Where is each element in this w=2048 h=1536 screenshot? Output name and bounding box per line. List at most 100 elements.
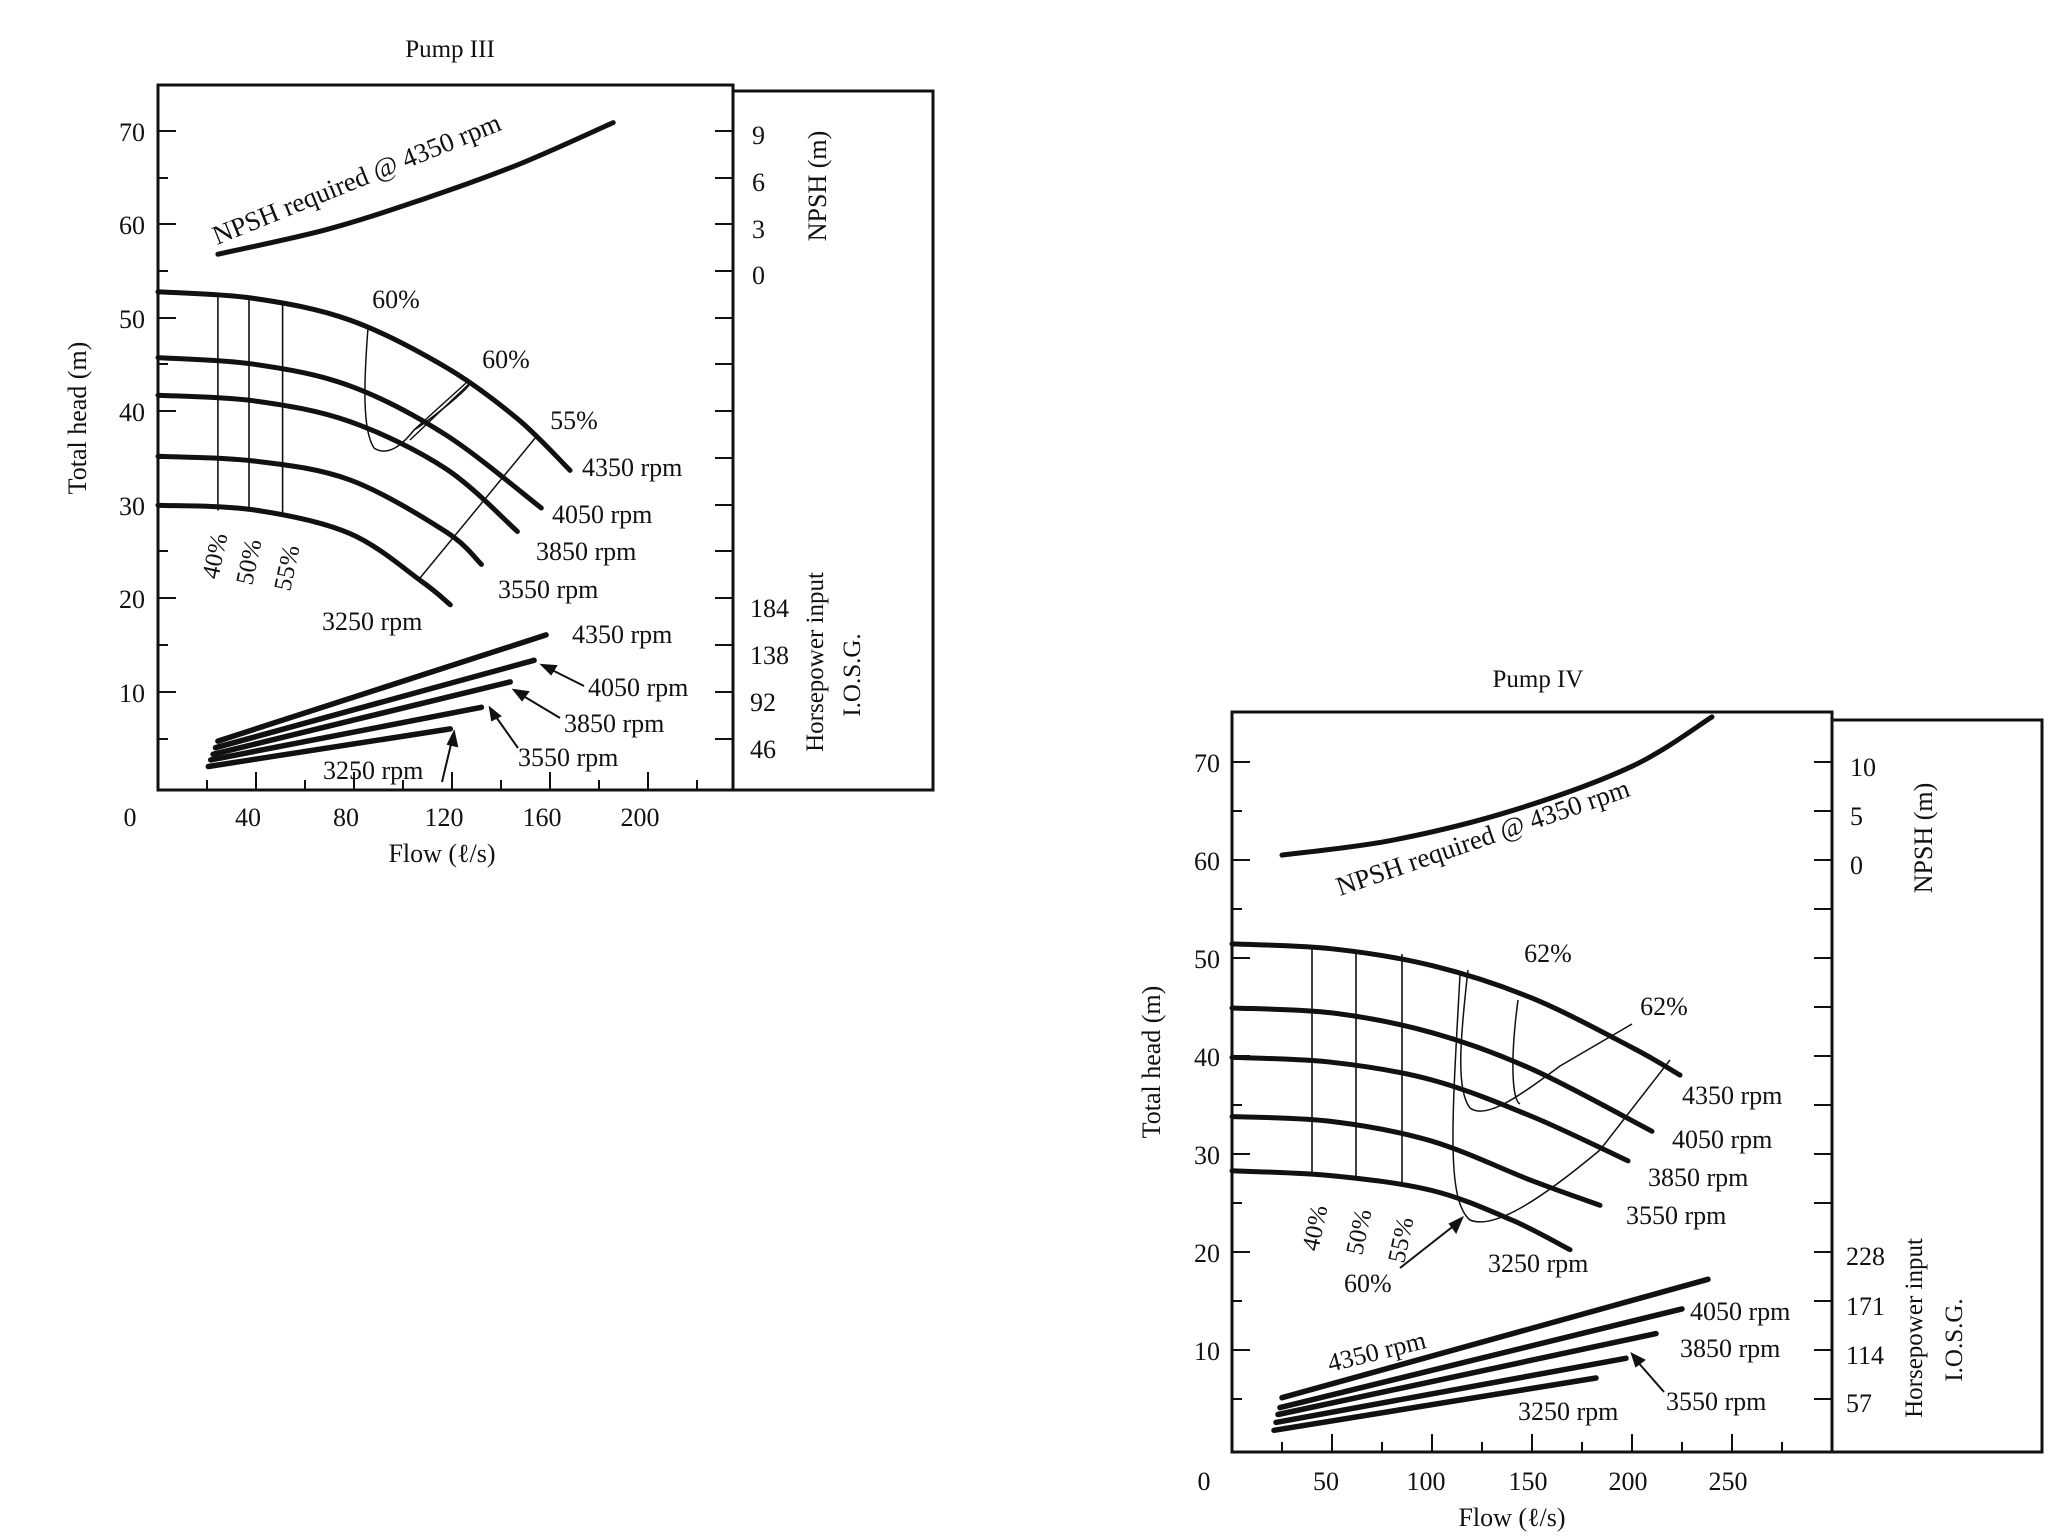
head-curve-label: 3850 rpm (536, 537, 636, 566)
npsh-tick-label: 10 (1850, 753, 1876, 782)
pump-iii-power-scale: 184 138 92 46 (750, 594, 789, 764)
head-curve-label: 3850 rpm (1648, 1163, 1748, 1192)
pump-iv-label-arrows (1630, 1352, 1665, 1393)
x-tick-label: 100 (1407, 1467, 1446, 1496)
head-curve (155, 355, 544, 511)
head-curve-label: 3550 rpm (498, 575, 598, 604)
pump-iii-title: Pump III (405, 36, 495, 63)
power-tick-label: 114 (1846, 1341, 1884, 1370)
efficiency-label: 62% (1640, 992, 1688, 1021)
head-curve-label: 3250 rpm (1488, 1249, 1588, 1278)
y-tick-label: 70 (119, 118, 145, 147)
head-curve (1229, 1114, 1603, 1208)
efficiency-line-label: 50% (1341, 1207, 1377, 1257)
pump-iii-side-frame (731, 89, 935, 792)
pump-iv-npsh-scale: 10 5 0 (1850, 753, 1876, 880)
x-tick-label: 50 (1313, 1467, 1339, 1496)
power-line (215, 632, 549, 744)
power-line-label: 3250 rpm (1518, 1397, 1618, 1426)
power-tick-label: 184 (750, 594, 789, 623)
pump-iv-60pct-contour (1452, 974, 1671, 1223)
head-curve (155, 502, 453, 608)
x-tick-label: 150 (1509, 1467, 1548, 1496)
head-curve-label: 3550 rpm (1626, 1201, 1726, 1230)
pump-iii-power-lines (205, 632, 549, 770)
efficiency-line-label: 40% (1297, 1203, 1333, 1253)
head-curve-label: 4350 rpm (1682, 1081, 1782, 1110)
pump-iv-y-axis-label: Total head (m) (1137, 986, 1166, 1139)
power-line (205, 726, 454, 770)
y-tick-label: 30 (1194, 1141, 1220, 1170)
y-tick-label: 20 (1194, 1239, 1220, 1268)
pump-iii-power-axis-sublabel: I.O.S.G. (839, 633, 866, 716)
power-tick-label: 46 (750, 735, 776, 764)
x-tick-label: 80 (333, 803, 359, 832)
power-line (1279, 1276, 1711, 1401)
y-tick-label: 60 (119, 211, 145, 240)
power-tick-label: 228 (1846, 1242, 1885, 1271)
efficiency-line-label: 50% (231, 537, 267, 587)
pump-iv-x-tick-labels: 0 50 100 150 200 250 (1198, 1467, 1748, 1496)
power-line-label: 3850 rpm (564, 709, 664, 738)
power-line-label: 4050 rpm (1690, 1297, 1790, 1326)
efficiency-line-label: 55% (269, 543, 305, 593)
head-curve (155, 392, 520, 534)
power-line-label: 4350 rpm (572, 620, 672, 649)
pump-iii-y-tick-labels: 70 60 50 40 30 20 10 (119, 118, 145, 708)
pump-iv-chart: Pump IV (1137, 666, 2044, 1532)
y-tick-label: 10 (1194, 1337, 1220, 1366)
x-tick-label: 160 (523, 803, 562, 832)
pump-iii-55pct-contour (419, 436, 537, 579)
npsh-required-curve (215, 120, 616, 257)
head-curve (1229, 1005, 1655, 1134)
power-line (1273, 1355, 1629, 1426)
pump-iv-power-lines (1271, 1276, 1711, 1434)
efficiency-line-label: 40% (197, 531, 233, 581)
npsh-tick-label: 0 (1850, 851, 1863, 880)
pump-iii-x-axis-label: Flow (ℓ/s) (388, 839, 495, 868)
head-curve-label: 4050 rpm (1672, 1125, 1772, 1154)
head-curve (1229, 941, 1683, 1078)
power-line-label: 4050 rpm (588, 673, 688, 702)
y-tick-label: 60 (1194, 847, 1220, 876)
head-curve-label: 3250 rpm (322, 607, 422, 636)
power-line (210, 679, 513, 758)
pump-iv-x-ticks (1281, 1434, 1783, 1452)
efficiency-label: 60% (372, 285, 420, 314)
y-tick-label: 10 (119, 679, 145, 708)
pump-iv-npsh-curve (1279, 714, 1715, 858)
head-curve (1229, 1168, 1573, 1253)
power-tick-label: 171 (1846, 1292, 1885, 1321)
power-tick-label: 57 (1846, 1389, 1872, 1418)
x-tick-label: 120 (425, 803, 464, 832)
y-tick-label: 30 (119, 492, 145, 521)
pump-iv-62pct-contour-inner (1512, 999, 1521, 1105)
x-tick-label: 0 (1198, 1467, 1211, 1496)
y-tick-label: 70 (1194, 749, 1220, 778)
pump-iv-y-ticks (1232, 761, 1250, 1400)
pump-iii-npsh-scale: 9 6 3 0 (752, 121, 765, 290)
npsh-curve-label: NPSH required @ 4350 rpm (208, 107, 505, 250)
pump-iii-chart: Pump III (63, 36, 935, 868)
y-tick-label: 50 (1194, 945, 1220, 974)
pump-iv-62pct-contour (1460, 969, 1633, 1112)
power-tick-label: 138 (750, 641, 789, 670)
power-line (1275, 1330, 1659, 1418)
npsh-required-curve (1279, 714, 1715, 858)
npsh-tick-label: 6 (752, 168, 765, 197)
x-tick-label: 200 (621, 803, 660, 832)
npsh-curve-label: NPSH required @ 4350 rpm (1332, 773, 1633, 902)
pump-iv-title: Pump IV (1493, 666, 1584, 693)
pump-iii-label-arrows (441, 663, 585, 783)
npsh-tick-label: 0 (752, 261, 765, 290)
head-curve-label: 4050 rpm (552, 500, 652, 529)
power-tick-label: 92 (750, 688, 776, 717)
npsh-tick-label: 9 (752, 121, 765, 150)
power-line-label: 3550 rpm (518, 743, 618, 772)
power-line (1271, 1375, 1599, 1434)
pump-iii-y-axis-label: Total head (m) (63, 342, 92, 495)
pump-iv-right-ticks (1814, 761, 1832, 1400)
pump-iii-x-ticks (206, 772, 698, 790)
pump-iii-x-tick-labels: 0 40 80 120 160 200 (124, 803, 660, 832)
